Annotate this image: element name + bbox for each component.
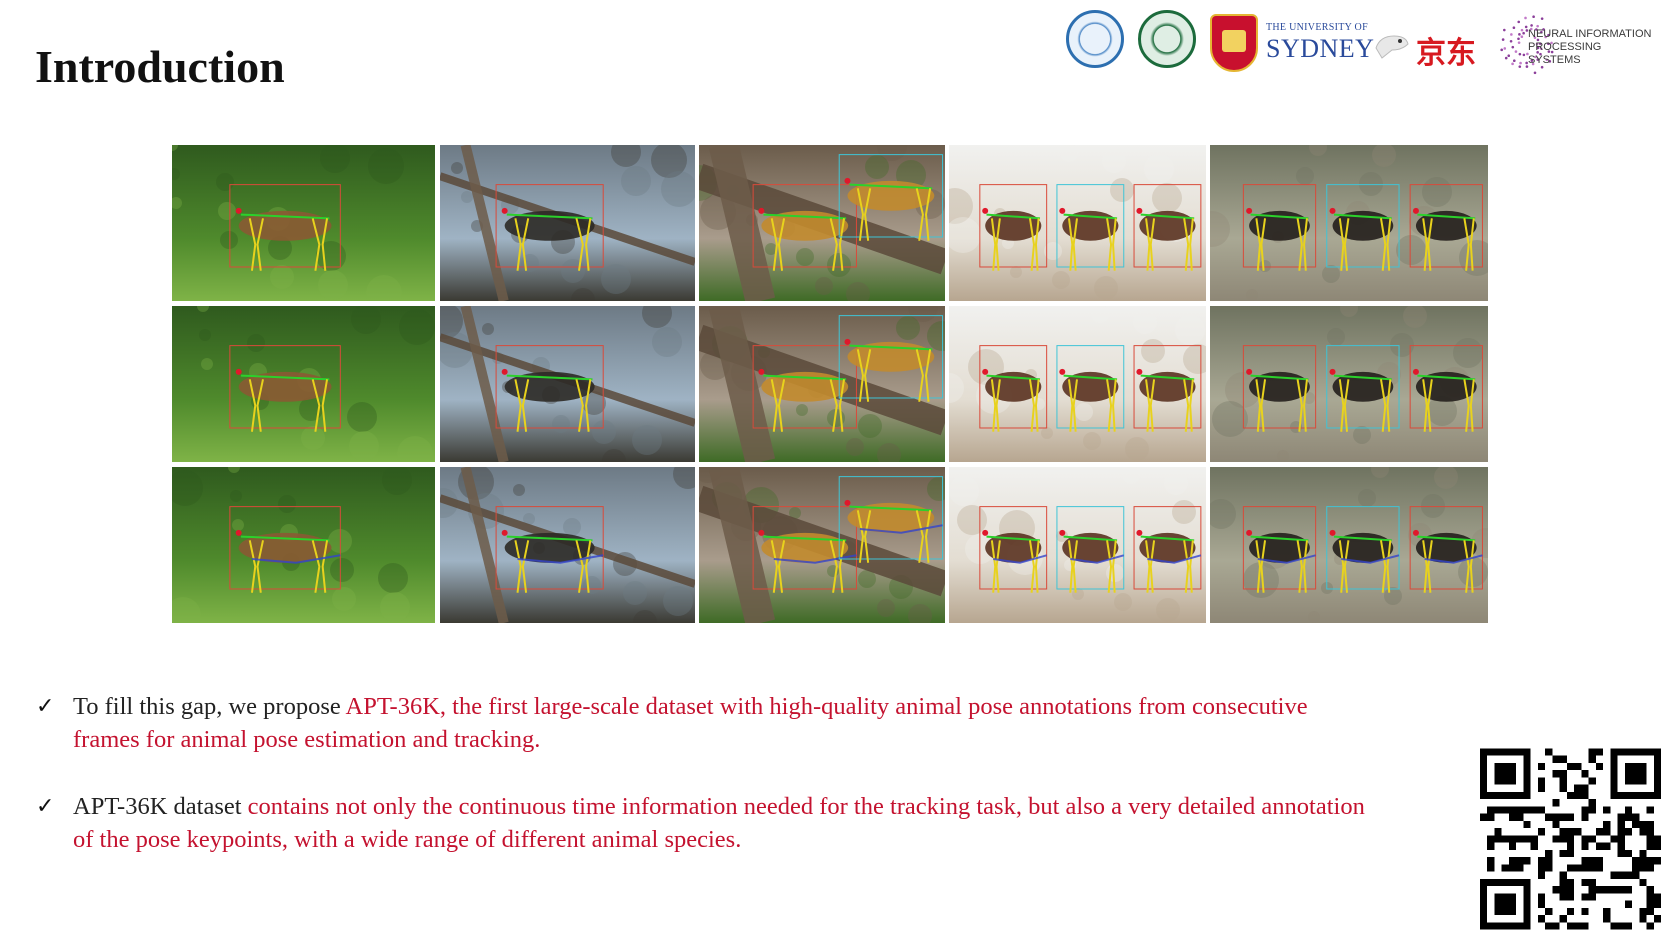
figure-cell-monkey-1 bbox=[440, 145, 695, 301]
animal-pose-figure bbox=[172, 145, 1488, 626]
qr-code bbox=[1480, 748, 1661, 930]
bullet-2-plain: APT-36K dataset bbox=[73, 793, 248, 820]
slide-title: Introduction bbox=[35, 41, 285, 92]
checkmark-icon: ✓ bbox=[36, 694, 55, 719]
checkmark-icon: ✓ bbox=[36, 794, 55, 819]
neurips-logo-mark bbox=[1500, 15, 1554, 75]
figure-cell-monkey-2 bbox=[440, 306, 695, 462]
bullet-1-text: To fill this gap, we propose APT-36K, th… bbox=[73, 690, 1376, 756]
sydney-logo-line2: SYDNEY bbox=[1266, 34, 1375, 63]
bullet-2-highlight: contains not only the continuous time in… bbox=[73, 793, 1365, 853]
bullet-2: ✓ APT-36K dataset contains not only the … bbox=[36, 790, 1376, 856]
sydney-crest-logo bbox=[1210, 14, 1258, 72]
bullet-1-highlight: APT-36K, the first large-scale dataset w… bbox=[73, 693, 1308, 753]
university-seal-logo-2 bbox=[1138, 10, 1196, 68]
figure-cell-deer-1 bbox=[172, 145, 435, 301]
figure-cell-monkeys-3 bbox=[699, 467, 945, 623]
figure-cell-dogs-1 bbox=[1210, 145, 1488, 301]
bullet-1-plain: To fill this gap, we propose bbox=[73, 693, 346, 720]
figure-cell-monkeys-1 bbox=[699, 145, 945, 301]
figure-cell-horses-2 bbox=[949, 306, 1206, 462]
figure-cell-dogs-3 bbox=[1210, 467, 1488, 623]
figure-cell-horses-1 bbox=[949, 145, 1206, 301]
jd-logo-text: 京东 bbox=[1416, 36, 1476, 71]
figure-cell-deer-2 bbox=[172, 306, 435, 462]
university-seal-logo bbox=[1066, 10, 1124, 68]
jd-dog-logo bbox=[1375, 35, 1409, 59]
bullet-1: ✓ To fill this gap, we propose APT-36K, … bbox=[36, 690, 1376, 756]
logo-bar: THE UNIVERSITY OF SYDNEY 京东 NEURAL INFOR… bbox=[1066, 8, 1656, 78]
sydney-logo-line1: THE UNIVERSITY OF bbox=[1266, 22, 1368, 33]
neurips-line2: PROCESSING SYSTEMS bbox=[1528, 41, 1602, 66]
neurips-line1: NEURAL INFORMATION bbox=[1528, 28, 1652, 40]
figure-cell-dogs-2 bbox=[1210, 306, 1488, 462]
figure-cell-monkeys-2 bbox=[699, 306, 945, 462]
figure-cell-monkey-3 bbox=[440, 467, 695, 623]
bullet-2-text: APT-36K dataset contains not only the co… bbox=[73, 790, 1376, 856]
figure-cell-deer-3 bbox=[172, 467, 435, 623]
figure-cell-horses-3 bbox=[949, 467, 1206, 623]
neurips-logo-text: NEURAL INFORMATION PROCESSING SYSTEMS bbox=[1528, 28, 1656, 67]
